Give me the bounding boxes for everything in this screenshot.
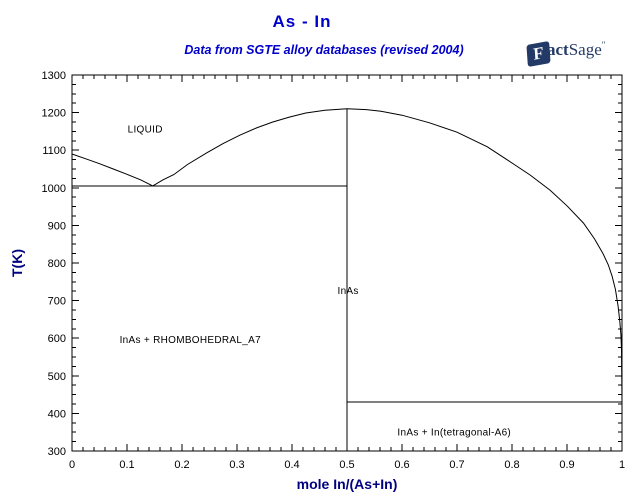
factsage-logo-fact: act (547, 40, 569, 59)
y-tick-label: 1100 (42, 145, 66, 157)
x-tick-label: 0.5 (339, 459, 354, 471)
region-label-liquid: LIQUID (128, 124, 163, 135)
y-tick-label: 400 (48, 408, 66, 420)
region-label-inas-tetragonal: InAs + In(tetragonal-A6) (397, 427, 511, 438)
factsage-logo-sage: Sage (568, 40, 602, 59)
x-tick-label: 0.4 (284, 459, 299, 471)
y-tick-label: 1000 (42, 183, 66, 195)
x-tick-label: 0.2 (174, 459, 189, 471)
x-tick-label: 0.3 (229, 459, 244, 471)
page-title: As - In (272, 12, 332, 31)
factsage-logo-trademark: ″ (601, 40, 606, 50)
y-tick-label: 1300 (42, 70, 66, 82)
region-label-inas-rhombo: InAs + RHOMBOHEDRAL_A7 (120, 335, 262, 346)
x-tick-label: 0 (69, 459, 75, 471)
y-tick-label: 600 (48, 333, 66, 345)
x-axis-title: mole In/(As+In) (297, 476, 398, 492)
y-tick-label: 1200 (42, 108, 66, 120)
x-tick-label: 0.9 (559, 459, 574, 471)
x-tick-label: 0.6 (394, 459, 409, 471)
series-liquidus (71, 108, 623, 403)
y-tick-label: 800 (48, 258, 66, 270)
region-label-inas: InAs (337, 286, 358, 297)
y-tick-label: 900 (48, 220, 66, 232)
y-tick-label: 700 (48, 296, 66, 308)
y-tick-label: 300 (48, 446, 66, 458)
x-tick-label: 1 (619, 459, 625, 471)
y-axis-title: T(K) (9, 249, 25, 277)
x-tick-label: 0.7 (449, 459, 464, 471)
page-subtitle: Data from SGTE alloy databases (revised … (184, 43, 464, 57)
x-tick-label: 0.1 (119, 459, 134, 471)
x-tick-label: 0.8 (504, 459, 519, 471)
y-tick-label: 500 (48, 371, 66, 383)
